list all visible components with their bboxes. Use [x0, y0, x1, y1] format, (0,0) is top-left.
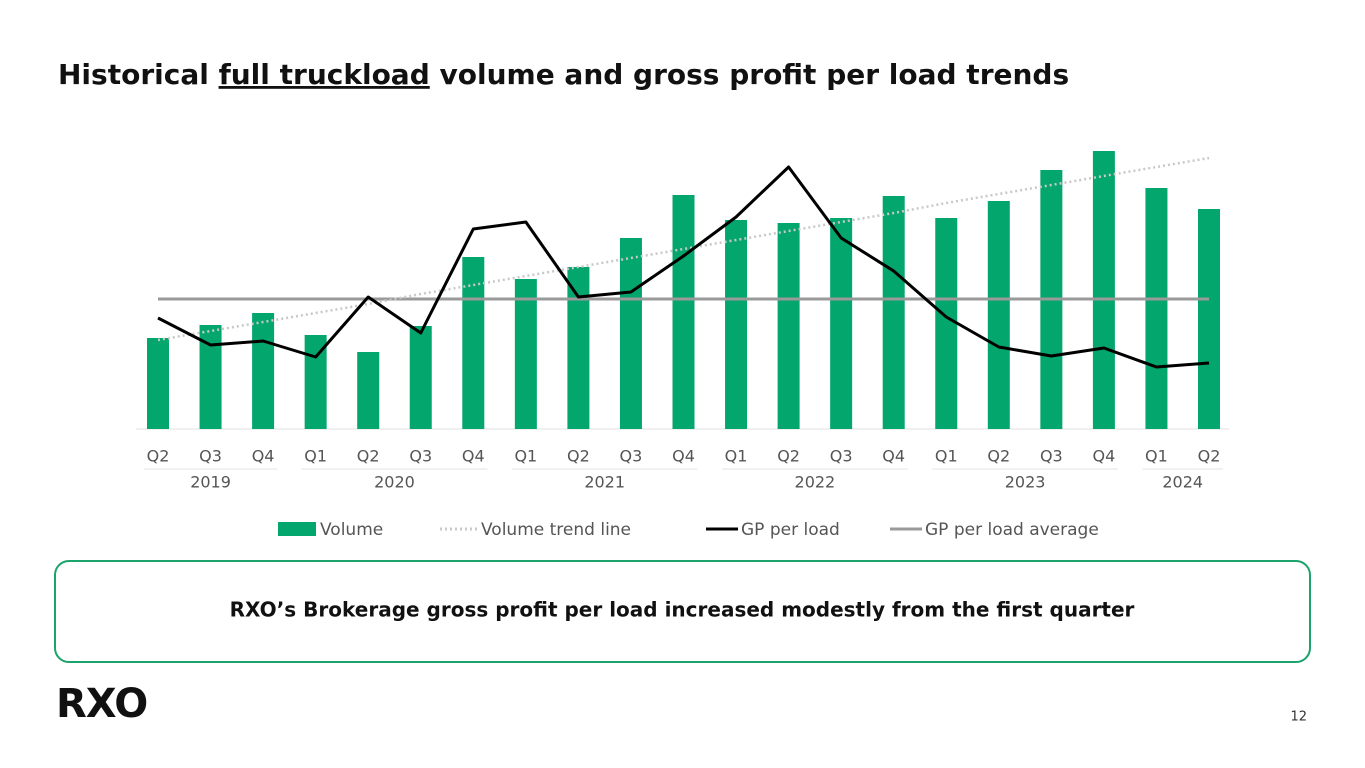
callout-box	[54, 560, 1311, 663]
x-tick-label: Q3	[620, 447, 643, 466]
title-end: volume and gross profit per load trends	[430, 58, 1069, 91]
bar	[1092, 151, 1115, 429]
x-tick-label: Q4	[252, 447, 275, 466]
bar	[777, 223, 800, 429]
bar	[462, 257, 485, 429]
x-tick-label: Q1	[935, 447, 958, 466]
title: Historical full truckload volume and gro…	[58, 58, 1069, 91]
legend-swatch	[278, 522, 316, 536]
bar	[882, 196, 905, 429]
bar	[409, 326, 432, 429]
logo: RXO	[56, 681, 147, 727]
line-series	[157, 165, 1210, 369]
x-tick-label: Q4	[1093, 447, 1116, 466]
bar	[514, 279, 537, 429]
year-label: 2024	[1162, 473, 1203, 492]
x-tick-label: Q3	[199, 447, 222, 466]
legend-label: GP per load	[741, 520, 840, 540]
bar	[567, 267, 590, 429]
x-tick-label: Q3	[409, 447, 432, 466]
x-tick-label: Q3	[1040, 447, 1063, 466]
bar	[987, 201, 1010, 429]
callout-text: RXO’s Brokerage gross profit per load in…	[230, 598, 1135, 622]
x-tick-label: Q4	[462, 447, 485, 466]
bar	[672, 195, 695, 429]
legend-label: Volume	[320, 520, 383, 540]
bar	[199, 325, 222, 429]
bar	[304, 335, 327, 429]
year-label: 2020	[374, 473, 415, 492]
x-tick-label: Q4	[882, 447, 905, 466]
x-tick-label: Q2	[357, 447, 380, 466]
x-tick-label: Q4	[672, 447, 695, 466]
year-label: 2021	[584, 473, 625, 492]
year-label: 2022	[795, 473, 836, 492]
bar	[830, 218, 853, 429]
page-number: 12	[1290, 710, 1307, 725]
x-tick-label: Q2	[567, 447, 590, 466]
x-tick-label: Q2	[777, 447, 800, 466]
legend-label: GP per load average	[925, 520, 1099, 540]
chart: Q2 Q3 Q4 Q1 Q2 Q3 Q4 Q1 Q2 Q3 Q4 Q1 Q2 Q3 Q4 Q1 Q2 Q3 Q4 Q1…	[136, 151, 1229, 540]
x-tick-label: Q1	[1145, 447, 1168, 466]
bar	[1145, 188, 1168, 429]
bar	[147, 338, 169, 429]
bar	[935, 218, 958, 429]
year-label: 2019	[190, 473, 231, 492]
title-underlined: full truckload	[219, 58, 430, 91]
year-label: 2023	[1005, 473, 1046, 492]
x-tick-label: Q1	[514, 447, 537, 466]
x-tick-label: Q1	[304, 447, 327, 466]
bar	[357, 352, 380, 429]
bar	[725, 220, 748, 429]
bar	[252, 313, 275, 429]
x-tick-label: Q1	[725, 447, 748, 466]
legend-label: Volume trend line	[481, 520, 631, 540]
x-tick-label: Q2	[147, 447, 170, 466]
title-start: Historical	[58, 58, 219, 91]
x-tick-label: Q2	[1198, 447, 1221, 466]
bar	[1198, 209, 1220, 429]
x-tick-label: Q3	[830, 447, 853, 466]
x-tick-label: Q2	[987, 447, 1010, 466]
bar	[619, 238, 642, 429]
